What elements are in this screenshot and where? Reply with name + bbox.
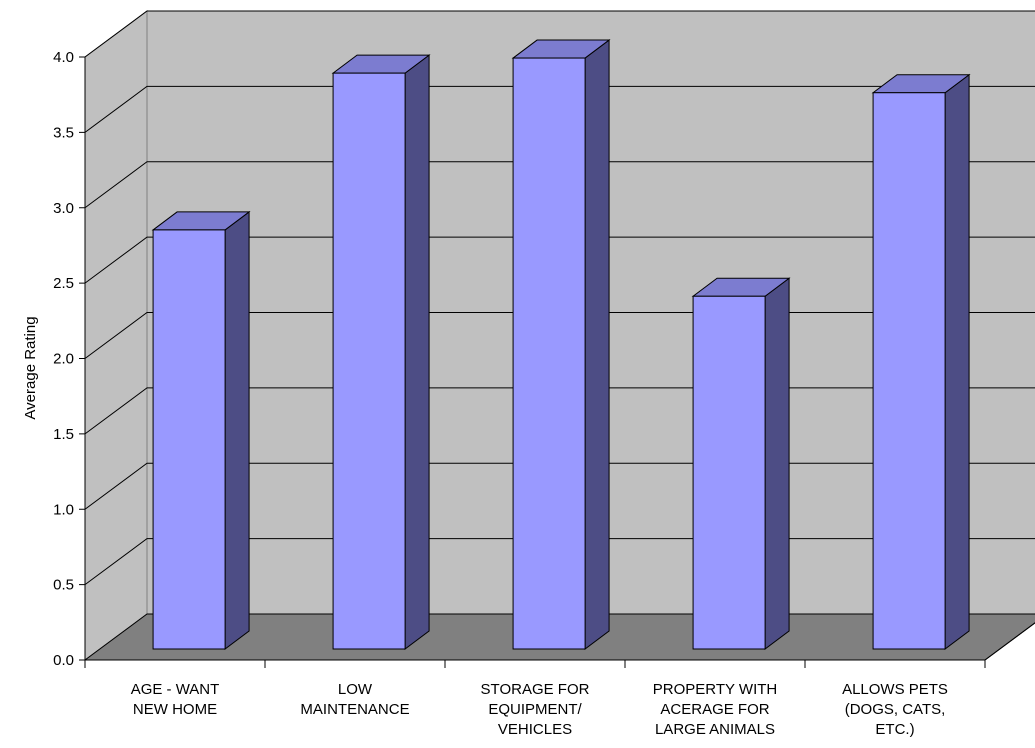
y-tick-label: 4.0: [53, 49, 74, 66]
gridline: [84, 161, 1035, 209]
x-category-label-line: VEHICLES: [498, 721, 572, 738]
bar-side: [224, 210, 250, 650]
bar-front: [512, 57, 586, 650]
bar: [151, 210, 251, 650]
x-category-label: STORAGE FOR EQUIPMENT/VEHICLES: [481, 681, 590, 738]
x-category-label: AGE - WANT NEW HOME: [131, 681, 220, 718]
x-category-label-line: NEW HOME: [133, 701, 217, 718]
bar-front: [152, 229, 226, 650]
y-tick-label: 0.0: [53, 652, 74, 669]
x-category-label-line: ETC.): [875, 721, 914, 738]
gridline: [84, 236, 1035, 284]
bar-front: [692, 295, 766, 650]
x-category-label-line: STORAGE FOR: [481, 681, 590, 698]
y-tick-label: 2.5: [53, 275, 74, 292]
x-category-label: PROPERTY WITH ACERAGE FOR LARGE ANIMALS: [653, 681, 777, 738]
y-tick-label: 1.0: [53, 501, 74, 518]
y-tick-labels: 0.0 0.5 1.0 1.5 2.0 2.5 3.0 3.5 4.0: [53, 49, 74, 669]
bar-side: [584, 39, 610, 650]
x-category-label-line: EQUIPMENT/: [488, 701, 582, 718]
x-category-label-line: ALLOWS PETS: [842, 681, 948, 698]
x-category-label-line: ACERAGE FOR: [660, 701, 769, 718]
gridline: [84, 10, 1035, 58]
x-category-label: LOW MAINTENANCE: [300, 681, 409, 718]
x-category-labels: AGE - WANT NEW HOME LOW MAINTENANCE STORAGE …: [131, 681, 948, 738]
gridline: [84, 85, 1035, 133]
x-category-label-line: LOW: [338, 681, 373, 698]
bar-front: [872, 92, 946, 650]
bar-front: [332, 72, 406, 650]
y-tick-label: 3.0: [53, 200, 74, 217]
y-axis-title: Average Rating: [22, 316, 39, 419]
bar: [331, 54, 431, 650]
x-category-label-line: (DOGS, CATS,: [845, 701, 946, 718]
bar: [691, 277, 791, 650]
y-tick-label: 3.5: [53, 124, 74, 141]
bar-series: [151, 39, 971, 650]
x-category-label-line: MAINTENANCE: [300, 701, 409, 718]
y-tick-label: 0.5: [53, 577, 74, 594]
bar-side: [944, 73, 970, 650]
y-tick-label: 2.0: [53, 351, 74, 368]
x-category-label: ALLOWS PETS (DOGS, CATS, ETC.): [842, 681, 948, 738]
floor-edge-right: [984, 622, 1035, 661]
axes: [79, 56, 1035, 668]
y-tick-label: 1.5: [53, 426, 74, 443]
bar: [511, 39, 611, 650]
bar-side: [404, 54, 430, 650]
bar: [871, 73, 971, 650]
x-category-label-line: LARGE ANIMALS: [655, 721, 775, 738]
x-category-label-line: PROPERTY WITH: [653, 681, 777, 698]
x-category-label-line: AGE - WANT: [131, 681, 220, 698]
bar-side: [764, 277, 790, 650]
